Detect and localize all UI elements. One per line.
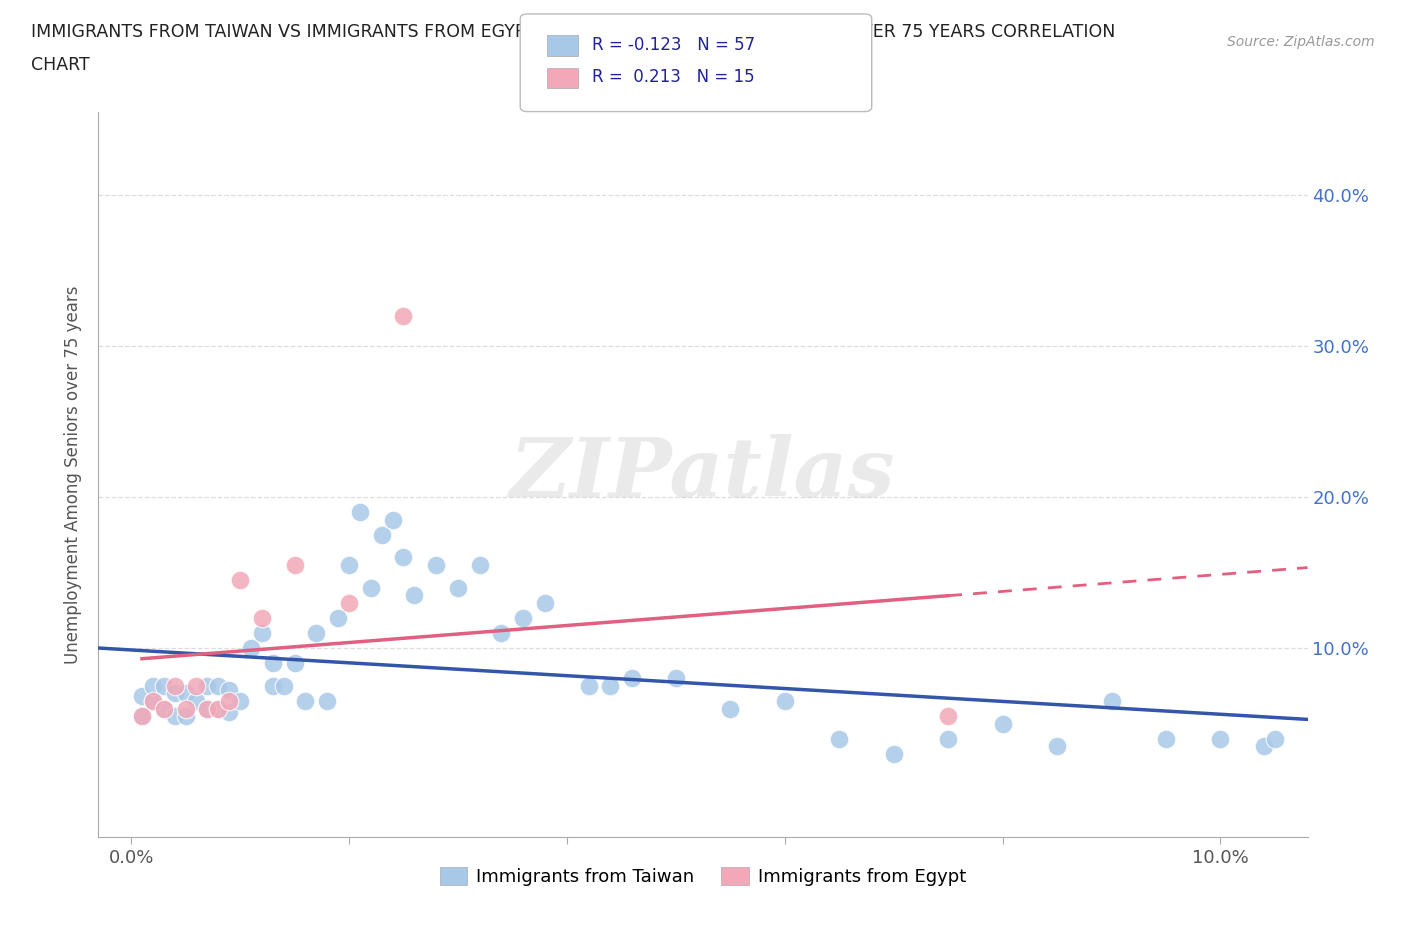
Point (392, 550, 415, 565)
Point (349, 505, 371, 520)
Point (283, 558, 305, 573)
Text: ZIPatlas: ZIPatlas (510, 434, 896, 514)
Point (305, 626, 328, 641)
Point (1264, 731, 1286, 746)
Point (186, 679, 208, 694)
Point (142, 679, 165, 694)
Point (491, 626, 513, 641)
Point (468, 558, 491, 573)
Point (131, 709, 153, 724)
Text: CHART: CHART (31, 56, 90, 73)
Point (207, 701, 229, 716)
Point (1046, 738, 1069, 753)
Point (174, 701, 197, 716)
Point (152, 701, 174, 716)
Text: R = -0.123   N = 57: R = -0.123 N = 57 (592, 35, 755, 54)
Point (392, 308, 415, 323)
Point (229, 573, 252, 588)
Point (936, 709, 959, 724)
Point (883, 747, 905, 762)
Point (534, 595, 557, 610)
Point (207, 701, 229, 716)
Point (991, 716, 1014, 731)
Point (1209, 731, 1232, 746)
Point (142, 694, 165, 709)
Point (370, 527, 392, 542)
Legend: Immigrants from Taiwan, Immigrants from Egypt: Immigrants from Taiwan, Immigrants from … (433, 859, 973, 893)
Point (1101, 694, 1123, 709)
Point (1154, 731, 1177, 746)
Point (163, 709, 186, 724)
Point (599, 679, 621, 694)
Point (773, 694, 796, 709)
Point (152, 701, 174, 716)
Point (131, 689, 153, 704)
Text: R =  0.213   N = 15: R = 0.213 N = 15 (592, 68, 755, 86)
Point (337, 595, 360, 610)
Point (828, 731, 851, 746)
Point (665, 671, 688, 685)
Point (326, 610, 349, 625)
Point (718, 701, 741, 716)
Text: Source: ZipAtlas.com: Source: ZipAtlas.com (1227, 35, 1375, 49)
Point (152, 679, 174, 694)
Point (1253, 738, 1275, 753)
Point (337, 558, 360, 573)
Point (218, 704, 240, 719)
Point (250, 610, 273, 625)
Point (316, 694, 339, 709)
Point (404, 588, 426, 603)
Point (163, 679, 186, 694)
Point (425, 558, 447, 573)
Point (283, 656, 305, 671)
Point (195, 701, 218, 716)
Point (142, 694, 165, 709)
Point (262, 679, 284, 694)
Point (186, 694, 208, 709)
Point (174, 686, 197, 701)
Text: IMMIGRANTS FROM TAIWAN VS IMMIGRANTS FROM EGYPT UNEMPLOYMENT AMONG SENIORS OVER : IMMIGRANTS FROM TAIWAN VS IMMIGRANTS FRO… (31, 23, 1115, 41)
Point (218, 683, 240, 698)
Point (131, 709, 153, 724)
Point (381, 512, 404, 527)
Point (936, 731, 959, 746)
Point (218, 694, 240, 709)
Y-axis label: Unemployment Among Seniors over 75 years: Unemployment Among Seniors over 75 years (65, 286, 83, 663)
Point (360, 580, 382, 595)
Point (174, 709, 197, 724)
Point (447, 580, 470, 595)
Point (195, 679, 218, 694)
Point (621, 671, 644, 685)
Point (578, 679, 600, 694)
Point (294, 694, 316, 709)
Point (195, 701, 218, 716)
Point (239, 641, 262, 656)
Point (163, 686, 186, 701)
Point (207, 679, 229, 694)
Point (512, 610, 534, 625)
Point (273, 679, 295, 694)
Point (250, 626, 273, 641)
Point (229, 694, 252, 709)
Point (262, 656, 284, 671)
